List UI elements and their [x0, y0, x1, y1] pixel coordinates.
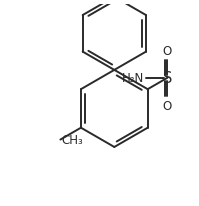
- Text: O: O: [163, 45, 172, 58]
- Text: O: O: [163, 99, 172, 112]
- Text: H₂N: H₂N: [122, 72, 144, 85]
- Text: CH₃: CH₃: [61, 133, 83, 146]
- Text: S: S: [163, 71, 172, 86]
